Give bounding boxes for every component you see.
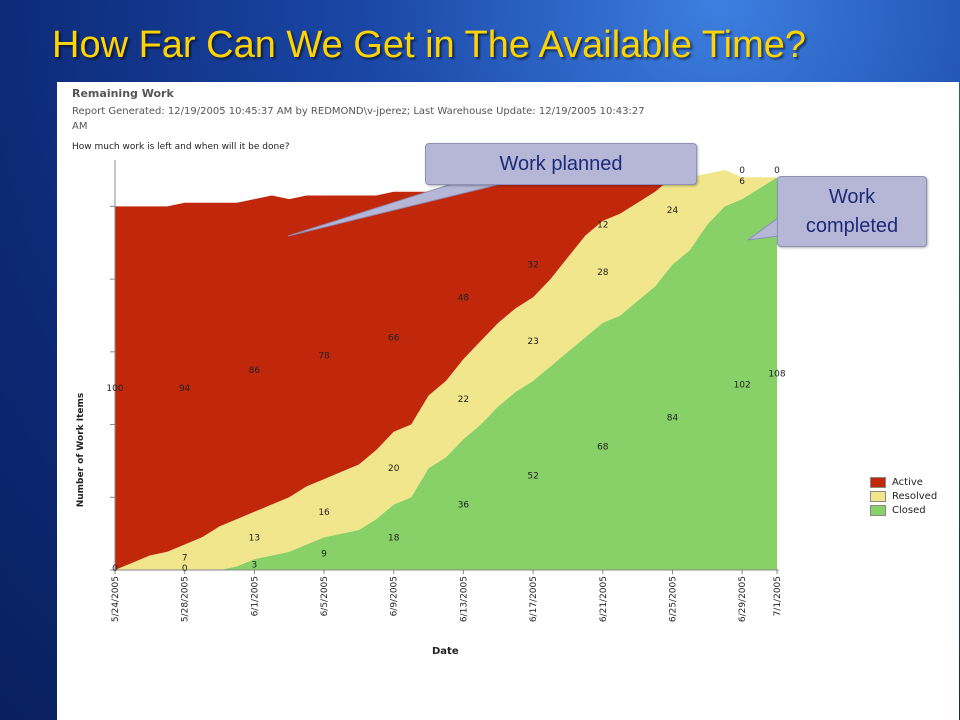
legend-swatch-active xyxy=(870,476,886,488)
data-label-closed: 18 xyxy=(388,533,400,543)
data-label-resolved: 6 xyxy=(739,177,745,187)
data-label-closed: 84 xyxy=(667,413,679,423)
legend-label-active: Active xyxy=(892,476,923,488)
report-question: How much work is left and when will it b… xyxy=(72,142,290,152)
data-label-active: 0 xyxy=(739,166,745,176)
x-tick-label: 5/28/2005 xyxy=(181,576,191,622)
data-label-resolved: 16 xyxy=(318,508,330,518)
data-label-closed: 102 xyxy=(734,381,751,391)
x-tick-label: 6/21/2005 xyxy=(599,576,609,622)
data-label-closed: 52 xyxy=(527,471,538,481)
data-label-resolved: 28 xyxy=(597,268,609,278)
callout-work-completed-line1: Work xyxy=(828,186,876,208)
x-tick-label: 5/24/2005 xyxy=(111,576,121,622)
data-label-resolved: 24 xyxy=(667,206,679,216)
report-title: Remaining Work xyxy=(72,87,174,100)
area-closed xyxy=(115,177,777,571)
slide-title: How Far Can We Get in The Available Time… xyxy=(52,24,807,66)
x-tick-label: 7/1/2005 xyxy=(773,576,783,616)
data-label-closed: 68 xyxy=(597,442,609,452)
chart-legend: Active Resolved Closed xyxy=(870,475,937,517)
remaining-work-chart: 5/24/2005 5/28/2005 6/1/2005 6/5/2005 6/9/20… xyxy=(106,160,786,622)
data-label-active: 78 xyxy=(318,351,330,361)
legend-item-resolved: Resolved xyxy=(870,489,937,503)
report-meta: Report Generated: 12/19/2005 10:45:37 AM… xyxy=(72,106,645,132)
data-label-resolved: 20 xyxy=(388,464,400,474)
data-label-resolved: 7 xyxy=(182,553,188,563)
data-label-resolved: 13 xyxy=(249,533,260,543)
data-label-closed: 9 xyxy=(321,550,327,560)
legend-label-resolved: Resolved xyxy=(892,490,938,502)
legend-item-active: Active xyxy=(870,475,937,489)
data-label-closed: 0 xyxy=(182,564,188,574)
data-label-active: 12 xyxy=(597,221,608,231)
data-label-resolved: 23 xyxy=(527,337,538,347)
data-label-active: 86 xyxy=(249,366,261,376)
data-label-closed: 3 xyxy=(252,561,258,571)
legend-label-closed: Closed xyxy=(892,504,926,516)
x-tick-label: 6/5/2005 xyxy=(320,576,330,616)
x-tick-label: 6/9/2005 xyxy=(390,576,400,616)
callout-pointer-planned xyxy=(287,182,506,237)
x-tick-label: 6/13/2005 xyxy=(459,576,469,622)
data-label-active: 66 xyxy=(388,333,400,343)
data-label-closed: 108 xyxy=(768,370,785,380)
data-label-active: 100 xyxy=(106,384,123,394)
area-active xyxy=(115,170,777,570)
x-tick-label: 6/17/2005 xyxy=(529,576,539,622)
data-label-active: 94 xyxy=(179,384,191,394)
legend-swatch-closed xyxy=(870,504,886,516)
legend-swatch-resolved xyxy=(870,490,886,502)
data-label-active: 32 xyxy=(527,261,538,271)
callout-work-planned-text: Work planned xyxy=(499,153,623,175)
callout-work-planned: Work planned xyxy=(425,143,697,185)
callout-work-completed: Work completed xyxy=(777,176,927,247)
data-label-closed: 36 xyxy=(458,501,470,511)
callout-work-completed-line2: completed xyxy=(805,215,899,237)
x-tick-label: 6/1/2005 xyxy=(250,576,260,616)
x-axis-label: Date xyxy=(432,646,459,657)
callout-pointer-completed xyxy=(747,217,779,241)
x-tick-label: 6/25/2005 xyxy=(668,576,678,622)
legend-item-closed: Closed xyxy=(870,503,937,517)
data-label-active: 48 xyxy=(458,293,470,303)
x-tick-label: 6/29/2005 xyxy=(738,576,748,622)
area-resolved xyxy=(115,170,777,570)
data-label-active: 0 xyxy=(774,166,780,176)
data-label-resolved: 0 xyxy=(112,564,118,574)
data-label-resolved: 22 xyxy=(458,395,469,405)
